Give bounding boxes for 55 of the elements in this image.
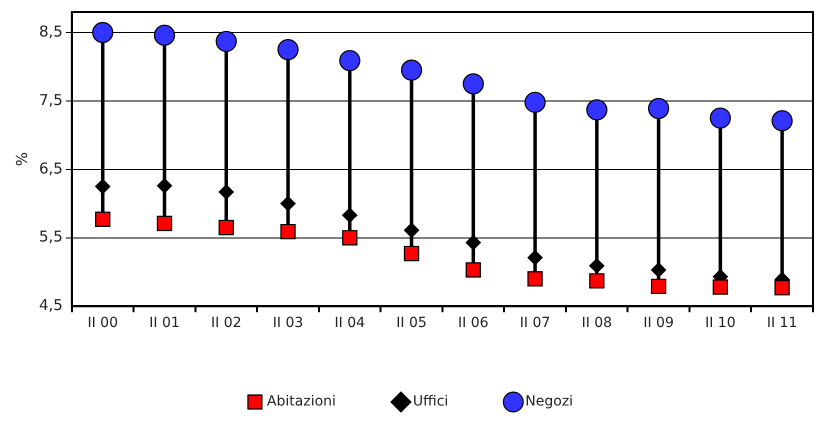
point: [92, 22, 114, 44]
point: [466, 234, 481, 250]
point: [95, 178, 110, 194]
y-tick-label: 8,5: [38, 22, 63, 40]
point: [589, 258, 604, 274]
point: [772, 110, 793, 132]
point: [650, 278, 666, 294]
legend-label: Abitazioni: [266, 394, 336, 410]
x-tick-label: II 09: [643, 315, 674, 332]
point: [404, 246, 420, 262]
point: [589, 273, 605, 289]
x-tick-label: II 02: [210, 315, 242, 332]
point: [218, 220, 234, 236]
legend-label: Uffici: [412, 394, 448, 410]
point: [339, 50, 360, 72]
legend-label: Negozi: [525, 394, 574, 410]
x-tick-label: II 01: [149, 315, 180, 332]
point: [462, 73, 484, 94]
point: [527, 250, 543, 266]
point: [156, 178, 172, 194]
point: [650, 262, 666, 278]
point: [712, 279, 728, 295]
x-tick-label: II 00: [87, 315, 118, 332]
point: [154, 24, 176, 46]
point: [342, 230, 358, 246]
point: [280, 224, 296, 240]
y-tick-label: 4,5: [38, 296, 63, 314]
point: [280, 196, 296, 212]
point: [648, 98, 670, 120]
point: [774, 280, 790, 296]
x-tick-label: II 10: [705, 315, 736, 332]
point: [710, 107, 731, 129]
point: [218, 184, 234, 200]
point: [216, 30, 237, 52]
x-tick-label: II 03: [272, 315, 304, 332]
point: [404, 222, 420, 238]
x-tick-label: II 08: [582, 315, 612, 332]
x-tick-label: II 05: [396, 315, 427, 332]
y-tick-label: 6,5: [38, 159, 63, 178]
point: [277, 39, 299, 60]
y-tick-label: 7,5: [38, 90, 63, 109]
point: [95, 212, 110, 227]
point: [156, 216, 172, 232]
point: [400, 60, 422, 81]
x-tick-label: II 06: [458, 315, 489, 332]
x-tick-label: II 04: [334, 315, 366, 332]
point: [342, 208, 358, 223]
x-tick-label: II 07: [520, 315, 550, 332]
x-tick-label: II 11: [766, 315, 798, 332]
point: [524, 92, 546, 113]
y-tick-label: 5,5: [38, 228, 63, 246]
y-axis-title: %: [12, 152, 31, 166]
point: [586, 99, 608, 120]
point: [466, 262, 481, 278]
point: [527, 271, 543, 287]
